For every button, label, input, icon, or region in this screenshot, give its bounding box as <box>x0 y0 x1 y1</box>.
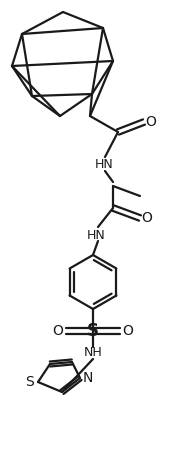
Text: O: O <box>142 211 152 225</box>
Text: HN: HN <box>87 228 105 241</box>
Text: S: S <box>26 375 34 389</box>
Text: O: O <box>123 324 133 338</box>
Text: O: O <box>53 324 63 338</box>
Text: NH: NH <box>84 346 102 359</box>
Text: O: O <box>146 115 157 129</box>
Text: HN: HN <box>95 157 113 171</box>
Text: S: S <box>87 322 99 340</box>
Text: N: N <box>83 371 93 385</box>
